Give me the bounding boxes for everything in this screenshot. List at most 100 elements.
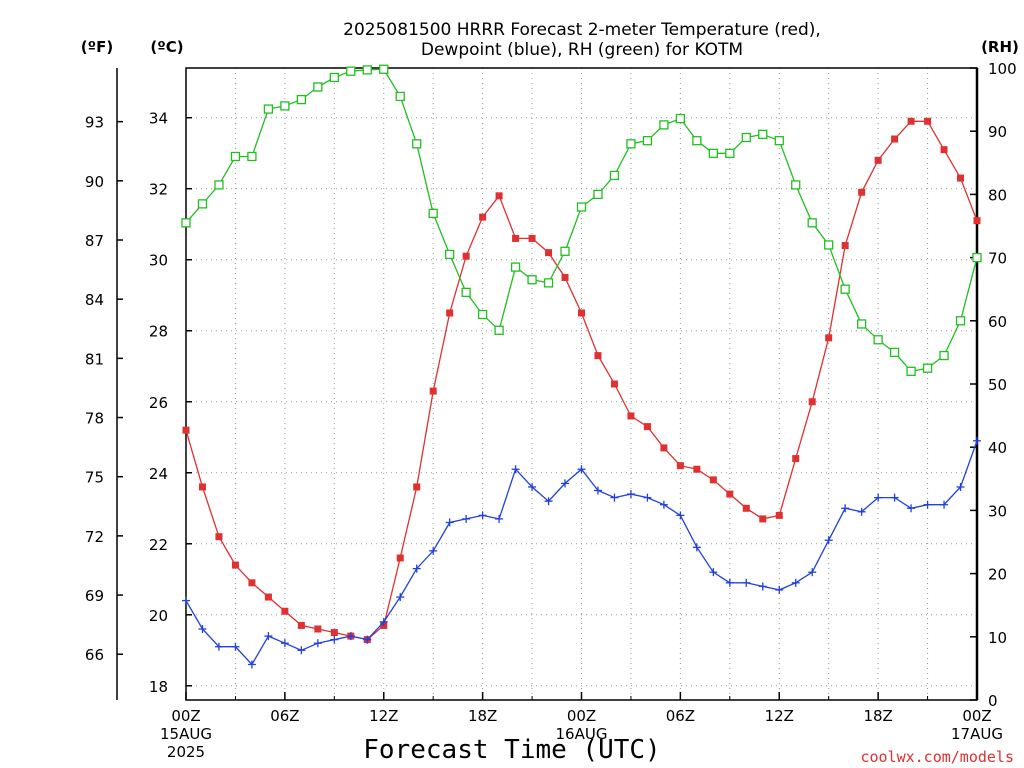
x-tick-label: 16AUG bbox=[556, 725, 608, 743]
rh-green-point bbox=[659, 120, 669, 130]
temperature-red-line bbox=[185, 120, 978, 641]
temperature-red-point bbox=[495, 192, 503, 200]
rh-green-point bbox=[412, 139, 422, 149]
dewpoint-blue-point bbox=[445, 518, 454, 527]
dewpoint-blue-point bbox=[396, 593, 405, 602]
rh-green-point bbox=[675, 113, 686, 124]
dewpoint-blue-point bbox=[973, 436, 981, 445]
rh-green-point bbox=[445, 249, 455, 260]
chart-title-line-1: 2025081500 HRRR Forecast 2-meter Tempera… bbox=[343, 20, 821, 40]
x-tick-label: 00Z bbox=[171, 707, 200, 725]
rh-green-point bbox=[197, 199, 208, 209]
dewpoint-blue-point bbox=[297, 646, 306, 655]
fahrenheit-tick-label: 93 bbox=[85, 114, 104, 132]
rh-tick-label: 90 bbox=[988, 123, 1007, 141]
fahrenheit-unit-label: (ºF) bbox=[81, 38, 113, 56]
rh-green-point bbox=[642, 136, 653, 146]
dewpoint-blue-point bbox=[363, 635, 372, 644]
celsius-tick-label: 30 bbox=[149, 252, 168, 270]
rh-green-point bbox=[230, 151, 241, 162]
temperature-red-point bbox=[462, 252, 470, 260]
rh-tick-label: 80 bbox=[988, 186, 1007, 204]
dewpoint-blue-point bbox=[956, 482, 965, 491]
credit-label: coolwx.com/models bbox=[860, 748, 1014, 766]
rh-tick-label: 30 bbox=[988, 502, 1007, 520]
x-tick-label: 00Z bbox=[567, 707, 596, 725]
temperature-red-point bbox=[314, 625, 322, 633]
rh-green-point bbox=[692, 136, 702, 146]
temperature-red-point bbox=[693, 465, 701, 473]
dewpoint-blue-point bbox=[561, 479, 570, 488]
rh-green-point bbox=[939, 350, 949, 361]
dewpoint-blue-point bbox=[511, 465, 520, 474]
rh-green-point bbox=[510, 262, 521, 272]
fahrenheit-tick-label: 84 bbox=[85, 291, 104, 309]
fahrenheit-tick-label: 72 bbox=[85, 528, 104, 546]
rh-green-point bbox=[247, 151, 257, 162]
dewpoint-blue-point bbox=[890, 493, 899, 502]
temperature-red-point bbox=[528, 234, 536, 242]
temperature-red-point bbox=[248, 579, 256, 587]
celsius-tick-label: 18 bbox=[149, 678, 168, 696]
rh-green-point bbox=[543, 278, 554, 288]
fahrenheit-tick-label: 90 bbox=[85, 173, 104, 191]
dewpoint-blue-point bbox=[214, 642, 223, 651]
rh-green-point bbox=[906, 366, 916, 377]
rh-green-point bbox=[296, 94, 307, 105]
dewpoint-blue-point bbox=[742, 578, 751, 587]
rh-tick-label: 40 bbox=[988, 439, 1007, 457]
fahrenheit-tick-label: 66 bbox=[85, 646, 104, 664]
rh-green-point bbox=[313, 82, 323, 92]
rh-tick-label: 0 bbox=[988, 692, 998, 710]
temperature-red-point bbox=[297, 621, 305, 629]
temperature-red-point bbox=[330, 629, 338, 637]
x-tick-label: 06Z bbox=[270, 707, 299, 725]
temperature-red-point bbox=[742, 504, 750, 512]
temperature-red-point bbox=[940, 146, 948, 154]
x-tick-label: 18Z bbox=[468, 707, 497, 725]
temperature-red-point bbox=[446, 309, 454, 317]
celsius-tick-label: 22 bbox=[149, 536, 168, 554]
temperature-red-point bbox=[858, 188, 866, 196]
dewpoint-blue-point bbox=[462, 514, 471, 523]
celsius-tick-label: 32 bbox=[149, 181, 168, 199]
dewpoint-blue-point bbox=[808, 568, 817, 577]
dewpoint-blue-line bbox=[185, 440, 978, 666]
dewpoint-blue-point bbox=[725, 578, 734, 587]
temperature-red-point bbox=[512, 234, 520, 242]
dewpoint-blue-point bbox=[709, 568, 718, 577]
dewpoint-blue-point bbox=[676, 511, 685, 520]
temperature-red-point bbox=[808, 398, 816, 406]
dewpoint-blue-point bbox=[692, 543, 701, 552]
rh-green-point bbox=[774, 136, 784, 146]
dewpoint-blue-point bbox=[247, 660, 256, 669]
rh-green-point bbox=[362, 65, 372, 75]
temperature-red-point bbox=[198, 483, 206, 491]
rh-green-point bbox=[955, 316, 966, 326]
x-tick-label: 15AUG bbox=[160, 725, 212, 743]
dewpoint-blue-point bbox=[758, 582, 767, 591]
dewpoint-blue-point bbox=[577, 465, 586, 474]
dewpoint-blue-point bbox=[857, 507, 866, 516]
temperature-red-point bbox=[973, 217, 981, 225]
x-tick-label: 2025 bbox=[167, 743, 205, 761]
dewpoint-blue-point bbox=[907, 504, 916, 513]
dewpoint-blue-point bbox=[841, 504, 850, 513]
temperature-red-point bbox=[660, 444, 668, 452]
dewpoint-blue-point bbox=[379, 617, 388, 626]
fahrenheit-tick-label: 75 bbox=[85, 469, 104, 487]
temperature-red-point bbox=[429, 387, 437, 395]
temperature-red-point bbox=[825, 334, 833, 342]
celsius-tick-label: 24 bbox=[149, 465, 168, 483]
rh-green-point bbox=[560, 246, 570, 256]
temperature-red-point bbox=[759, 515, 767, 523]
grid-layer bbox=[186, 68, 977, 700]
rh-green-point bbox=[461, 287, 471, 298]
rh-green-point bbox=[527, 275, 537, 285]
dewpoint-blue-point bbox=[478, 511, 487, 520]
temperature-red-point bbox=[610, 380, 618, 388]
series-layer bbox=[181, 64, 982, 669]
dewpoint-blue-point bbox=[874, 493, 883, 502]
x-axis-title: Forecast Time (UTC) bbox=[363, 735, 660, 765]
dewpoint-blue-point bbox=[182, 596, 190, 605]
